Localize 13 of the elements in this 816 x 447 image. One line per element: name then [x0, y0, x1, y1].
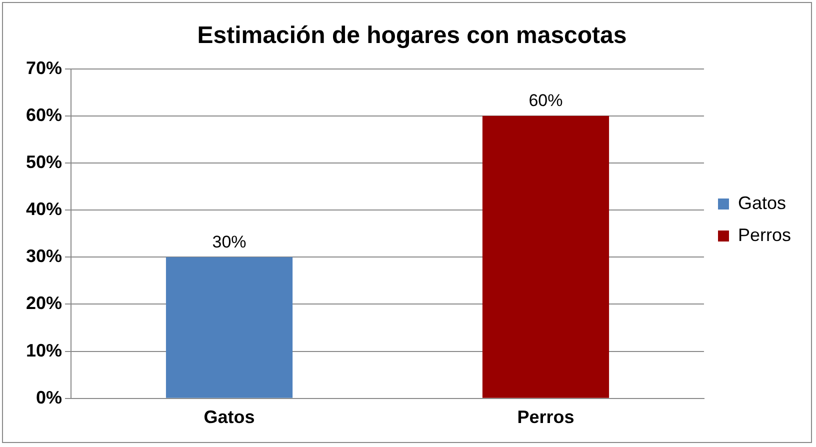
y-tick-label: 50%: [26, 152, 62, 172]
y-tick-label: 60%: [26, 104, 62, 125]
legend-label: Perros: [738, 224, 791, 245]
y-tick-label: 10%: [26, 340, 62, 360]
y-tick-label: 20%: [26, 293, 62, 314]
legend-label: Gatos: [738, 192, 786, 213]
y-tick-label: 70%: [26, 58, 62, 78]
chart-title: Estimación de hogares con mascotas: [197, 22, 627, 50]
data-label: 30%: [212, 232, 246, 252]
data-label: 60%: [528, 91, 563, 110]
y-tick-label: 40%: [26, 199, 62, 220]
y-tick-label: 30%: [26, 246, 62, 266]
y-tick-label: 0%: [36, 387, 62, 408]
